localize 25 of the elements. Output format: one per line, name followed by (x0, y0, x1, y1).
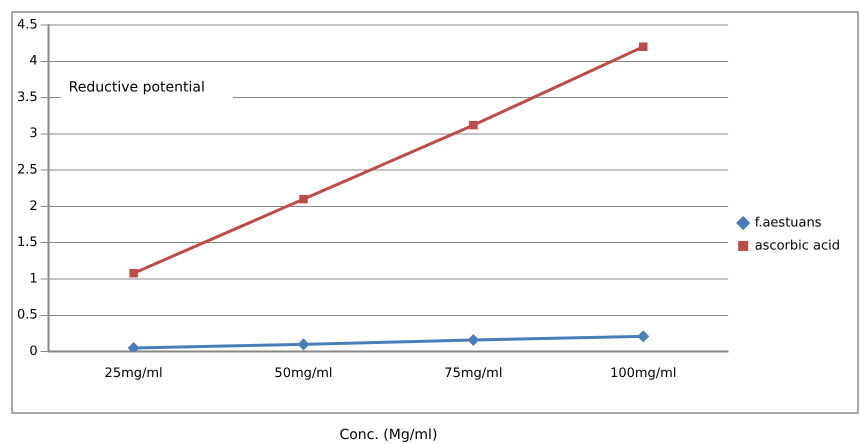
y-tick-label: 0.5 (16, 308, 38, 323)
point (467, 334, 480, 346)
x-tick-label: 25mg/ml (104, 366, 163, 381)
point (469, 120, 478, 130)
legend-label: ascorbic acid (754, 238, 840, 254)
y-tick-label: 2.5 (16, 162, 38, 178)
y-tick-label: 4 (29, 54, 38, 69)
y-tick-label: 1.5 (16, 235, 38, 250)
x-axis-title: Conc. (Mg/ml) (339, 427, 438, 444)
x-tick-label: 75mg/ml (444, 366, 502, 381)
y-tick-label: 4.5 (16, 17, 38, 32)
point (129, 268, 138, 278)
x-tick-label: 100mg/ml (610, 366, 676, 381)
legend-label: f.aestuans (754, 215, 822, 230)
point (639, 42, 648, 52)
annotation: Reductive potential (68, 80, 205, 96)
y-tick-label: 2 (29, 198, 38, 214)
point (637, 330, 650, 342)
y-tick-label: 3.5 (16, 90, 38, 105)
y-tick-label: 0 (29, 344, 38, 359)
point (299, 194, 308, 204)
x-tick-label: 50mg/ml (274, 366, 333, 381)
point (128, 342, 140, 352)
y-tick-label: 1 (29, 271, 38, 286)
y-tick-label: 3 (29, 126, 38, 142)
